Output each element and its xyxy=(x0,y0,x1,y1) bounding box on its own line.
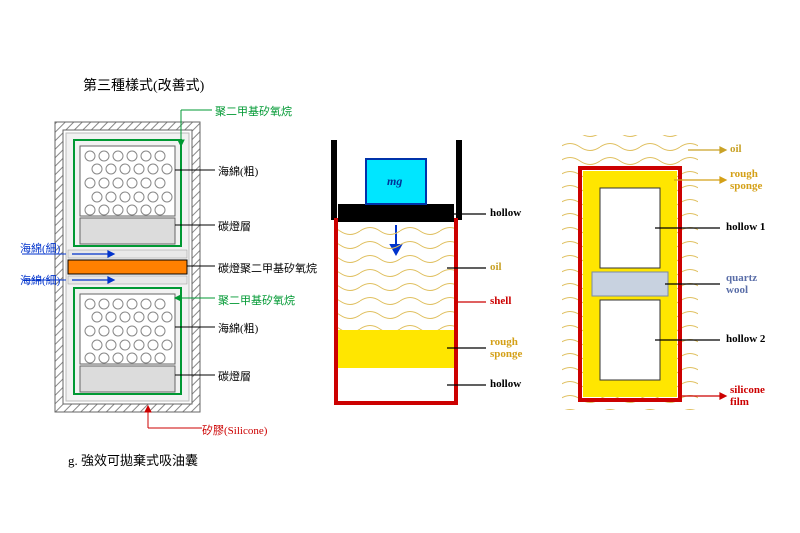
label-hollow2: hollow 2 xyxy=(726,333,765,345)
diagram-canvas: 第三種樣式(改善式) xyxy=(0,0,800,533)
label-rough-sponge-c: rough sponge xyxy=(730,168,762,192)
label-oil-c: oil xyxy=(730,143,742,155)
label-hollow1: hollow 1 xyxy=(726,221,765,233)
label-silicone-film: silicone film xyxy=(730,384,765,408)
diagram-c xyxy=(0,0,800,533)
label-quartz-wool: quartz wool xyxy=(726,272,757,296)
